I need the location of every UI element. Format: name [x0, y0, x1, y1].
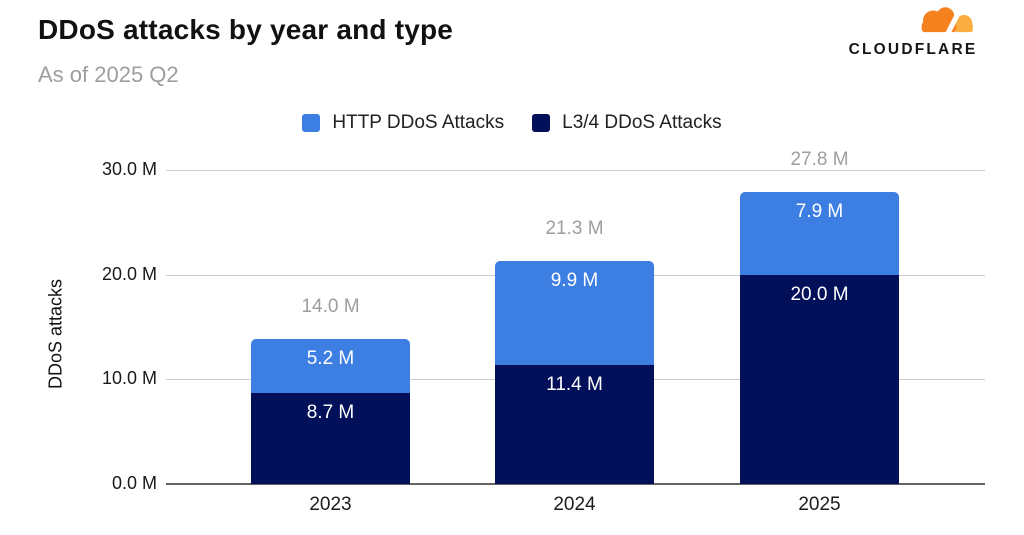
segment-l34-label: 8.7 M — [306, 401, 355, 423]
segment-l34[interactable]: 11.4 M — [495, 364, 654, 484]
ytick-30: 30.0 M — [101, 159, 157, 179]
legend-swatch-http — [302, 114, 321, 132]
segment-http-label: 7.9 M — [795, 201, 844, 223]
xtick-2023: 2023 — [309, 494, 352, 515]
cloudflare-logo: CLOUDFLARE — [838, 4, 988, 59]
bar-stack: 5.2 M 8.7 M — [251, 338, 410, 484]
xtick-2025: 2025 — [798, 494, 841, 515]
legend-item-l34: L3/4 DDoS Attacks — [532, 112, 722, 134]
ytick-10: 10.0 M — [101, 368, 157, 388]
cloudflare-wordmark: CLOUDFLARE — [848, 41, 978, 58]
x-axis-line — [166, 483, 985, 485]
legend-swatch-l34 — [532, 114, 551, 132]
segment-l34-label: 11.4 M — [546, 373, 603, 395]
ytick-0: 0.0 M — [111, 473, 157, 493]
legend-item-http: HTTP DDoS Attacks — [302, 112, 504, 134]
bar-total-label: 21.3 M — [545, 218, 604, 240]
xtick-2024: 2024 — [553, 494, 596, 515]
chart-legend: HTTP DDoS Attacks L3/4 DDoS Attacks — [0, 112, 1024, 134]
ytick-20: 20.0 M — [101, 264, 157, 284]
bar-stack: 7.9 M 20.0 M — [740, 192, 899, 484]
segment-http[interactable]: 9.9 M — [495, 261, 654, 365]
segment-http-label: 9.9 M — [550, 270, 599, 292]
legend-label-l34: L3/4 DDoS Attacks — [562, 112, 722, 133]
segment-l34[interactable]: 20.0 M — [740, 274, 899, 484]
segment-http-label: 5.2 M — [306, 347, 355, 369]
segment-l34-label: 20.0 M — [790, 283, 849, 305]
cloudflare-cloud-icon — [914, 4, 978, 40]
segment-http[interactable]: 7.9 M — [740, 192, 899, 275]
page-title: DDoS attacks by year and type — [38, 14, 454, 45]
plot-area: 14.0 M 5.2 M 8.7 M 21.3 M 9.9 M 11.4 M — [166, 149, 985, 515]
bar-stack: 9.9 M 11.4 M — [495, 261, 654, 484]
bar-total-label: 14.0 M — [301, 295, 360, 317]
bar-total-label: 27.8 M — [790, 149, 849, 170]
segment-l34[interactable]: 8.7 M — [251, 392, 410, 484]
legend-label-http: HTTP DDoS Attacks — [332, 112, 505, 133]
gridline-30m — [166, 170, 985, 171]
segment-http[interactable]: 5.2 M — [251, 338, 410, 393]
page-subtitle: As of 2025 Q2 — [38, 62, 179, 87]
